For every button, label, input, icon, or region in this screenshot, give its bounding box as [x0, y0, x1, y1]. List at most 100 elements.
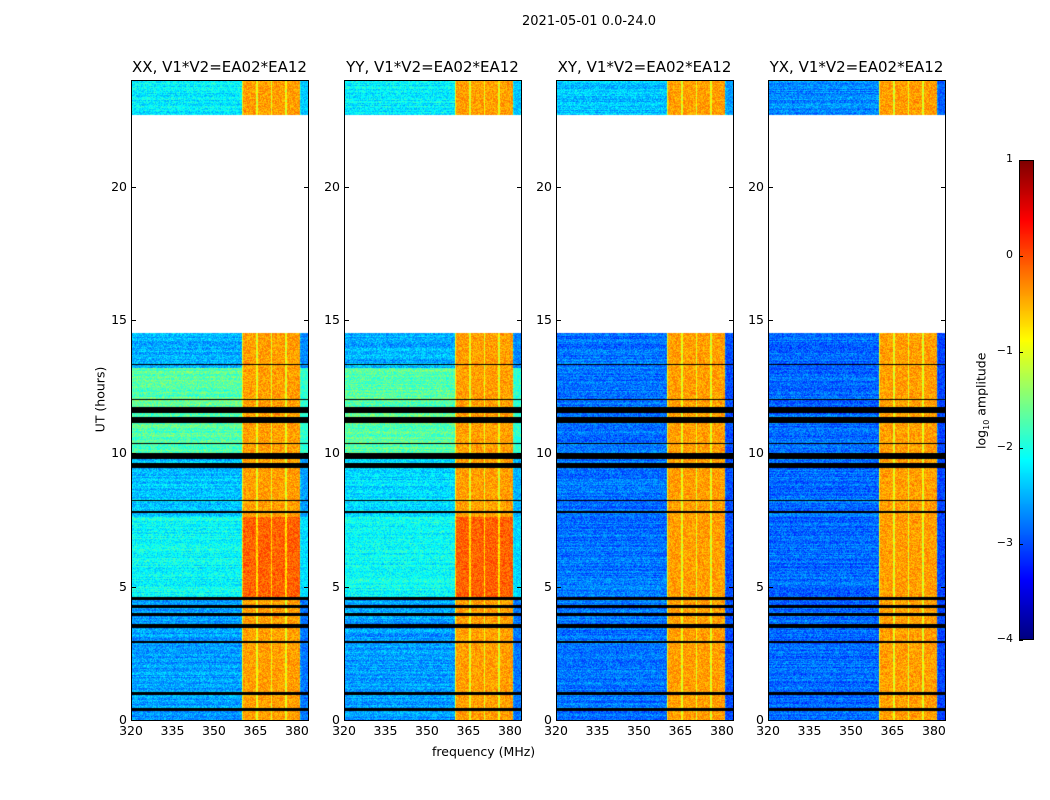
x-tick-label: 335	[160, 723, 185, 738]
colorbar-tick-label: −3	[996, 536, 1013, 549]
y-tick-label: 10	[748, 445, 764, 461]
y-tick-label: 20	[748, 178, 764, 194]
y-tick-mark	[941, 320, 946, 321]
y-tick-mark	[344, 320, 349, 321]
y-tick-mark	[517, 186, 522, 188]
x-tick-label: 380	[285, 723, 309, 738]
panel-frame	[344, 80, 522, 721]
y-tick-mark	[729, 186, 734, 188]
y-tick-mark	[556, 720, 561, 721]
y-tick-mark	[768, 186, 773, 188]
colorbar-gradient	[1019, 160, 1034, 640]
y-tick-mark	[344, 586, 349, 588]
y-tick-mark	[768, 320, 773, 321]
x-tick-label: 335	[373, 723, 398, 738]
y-tick-mark	[556, 586, 561, 588]
y-tick-mark	[304, 720, 309, 721]
colorbar-tick-label: −2	[996, 440, 1013, 453]
y-tick-mark	[344, 720, 349, 721]
colorbar-tick-mark	[1019, 256, 1023, 257]
colorbar-label-log: log	[973, 429, 989, 449]
x-tick-label: 365	[668, 723, 693, 738]
y-tick-mark	[131, 453, 136, 455]
x-tick-label: 350	[839, 723, 863, 738]
colorbar-tick-label: −4	[996, 632, 1013, 645]
panel-title: XX, V1*V2=EA02*EA12	[132, 58, 307, 76]
y-tick-label: 20	[324, 178, 340, 194]
colorbar-tick-label: −1	[996, 344, 1013, 357]
y-tick-label: 15	[536, 312, 552, 327]
y-tick-mark	[131, 720, 136, 721]
y-tick-label: 15	[324, 312, 340, 327]
y-tick-mark	[941, 186, 946, 188]
colorbar-tick-mark	[1019, 352, 1023, 353]
y-tick-label: 5	[756, 578, 764, 594]
colorbar-label-suffix: amplitude	[973, 352, 989, 420]
panel-frame	[131, 80, 309, 721]
x-tick-label: 320	[756, 723, 780, 738]
panel-frame	[768, 80, 946, 721]
colorbar-frame	[1019, 160, 1034, 640]
y-tick-mark	[344, 453, 349, 455]
y-tick-mark	[131, 186, 136, 188]
y-tick-mark	[517, 720, 522, 721]
x-tick-label: 380	[922, 723, 946, 738]
y-tick-label: 20	[536, 178, 552, 194]
y-tick-mark	[556, 186, 561, 188]
heatmap-xy	[556, 80, 733, 720]
figure-title: 2021-05-01 0.0-24.0	[522, 14, 656, 29]
y-tick-mark	[768, 453, 773, 455]
x-tick-label: 380	[710, 723, 734, 738]
x-tick-label: 365	[456, 723, 481, 738]
y-tick-label: 5	[332, 578, 340, 594]
colorbar-label: log10 amplitude	[973, 331, 991, 471]
x-tick-label: 335	[797, 723, 822, 738]
y-tick-mark	[131, 320, 136, 321]
y-tick-mark	[941, 586, 946, 588]
y-tick-mark	[131, 586, 136, 588]
y-tick-label: 15	[111, 312, 127, 327]
colorbar: 1 0 −1 −2 −3 −4	[997, 152, 1034, 645]
colorbar-tick-mark	[1019, 640, 1023, 641]
colorbar-tick-label: 0	[1006, 248, 1013, 261]
y-tick-label: 10	[111, 445, 127, 461]
y-tick-mark	[517, 453, 522, 455]
panel-frame	[556, 80, 734, 721]
heatmap-yx	[768, 80, 945, 720]
x-tick-label: 350	[202, 723, 226, 738]
y-tick-mark	[729, 453, 734, 455]
y-tick-mark	[556, 320, 561, 321]
y-tick-label: 0	[544, 712, 552, 727]
y-tick-label: 20	[111, 178, 127, 194]
y-tick-label: 0	[332, 712, 340, 727]
y-tick-label: 5	[544, 578, 552, 594]
y-tick-mark	[344, 186, 349, 188]
x-tick-label: 320	[119, 723, 143, 738]
heatmap-yy	[344, 80, 521, 720]
y-tick-label: 10	[536, 445, 552, 461]
panel-title: YX, V1*V2=EA02*EA12	[769, 58, 944, 76]
y-tick-mark	[304, 453, 309, 455]
y-tick-label: 5	[119, 578, 127, 594]
y-tick-mark	[729, 320, 734, 321]
colorbar-label-sub: 10	[981, 419, 991, 430]
y-tick-mark	[729, 720, 734, 721]
y-tick-mark	[768, 720, 773, 721]
colorbar-tick-mark	[1019, 544, 1023, 545]
y-tick-mark	[941, 453, 946, 455]
x-tick-label: 350	[627, 723, 651, 738]
colorbar-tick-mark	[1019, 160, 1023, 161]
panel-title: YY, V1*V2=EA02*EA12	[346, 58, 519, 76]
x-tick-label: 365	[243, 723, 268, 738]
x-tick-label: 350	[415, 723, 439, 738]
y-tick-mark	[556, 453, 561, 455]
x-tick-label: 320	[544, 723, 568, 738]
colorbar-tick-label: 1	[1006, 152, 1013, 165]
x-axis-label: frequency (MHz)	[432, 744, 536, 759]
y-tick-label: 0	[756, 712, 764, 727]
colorbar-tick-mark	[1019, 448, 1023, 449]
y-tick-mark	[941, 720, 946, 721]
y-tick-mark	[304, 186, 309, 188]
y-tick-mark	[517, 320, 522, 321]
panel-title: XY, V1*V2=EA02*EA12	[557, 58, 732, 76]
